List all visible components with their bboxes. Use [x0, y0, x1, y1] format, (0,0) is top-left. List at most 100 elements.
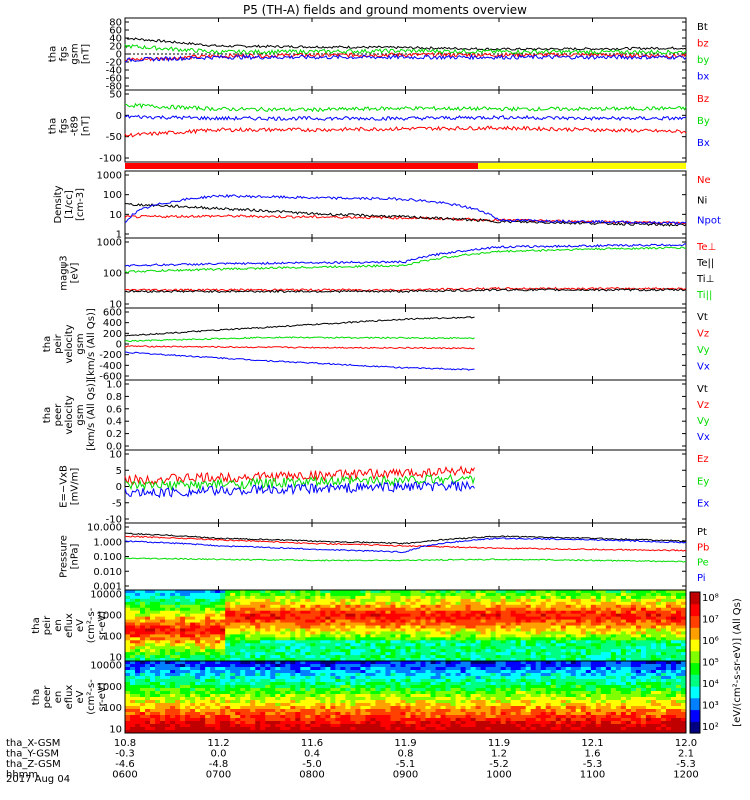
spectro-cell: [245, 685, 251, 689]
series-ez: [124, 465, 475, 486]
spectro-cell: [330, 730, 336, 734]
spectro-cell: [515, 694, 522, 698]
spectro-cell: [370, 727, 376, 731]
spectro-cell: [190, 646, 196, 650]
spectro-cell: [295, 661, 301, 665]
spectro-cell: [465, 590, 472, 594]
spectro-cell: [375, 652, 381, 656]
spectro-cell: [575, 590, 582, 594]
spectro-cell: [200, 622, 206, 626]
spectro-cell: [370, 703, 376, 707]
spectro-cell: [195, 643, 201, 647]
spectro-cell: [345, 625, 351, 629]
spectro-cell: [450, 649, 456, 653]
spectro-cell: [135, 655, 141, 659]
spectro-cell: [315, 676, 321, 680]
spectro-cell: [225, 670, 231, 674]
legend-vt: Vt: [697, 384, 708, 395]
spectro-cell: [510, 604, 517, 609]
spectro-cell: [215, 631, 221, 635]
spectro-cell: [670, 643, 677, 647]
spectro-cell: [140, 700, 146, 704]
series-pb: [124, 535, 687, 552]
spectro-cell: [370, 676, 376, 680]
spectro-cell: [465, 604, 472, 609]
spectro-cell: [465, 622, 472, 626]
spectro-cell: [380, 598, 386, 603]
spectro-cell: [645, 613, 652, 618]
spectro-cell: [295, 673, 301, 677]
spectro-cell: [170, 607, 176, 612]
spectro-cell: [340, 700, 346, 704]
spectro-cell: [380, 631, 386, 635]
spectro-cell: [470, 670, 477, 674]
spectro-cell: [190, 613, 196, 618]
spectro-cell: [390, 697, 396, 701]
spectro-cell: [285, 607, 291, 612]
spectro-cell: [505, 619, 512, 623]
spectro-cell: [460, 598, 467, 603]
spectro-cell: [155, 664, 161, 668]
spectro-cell: [295, 721, 301, 725]
legend-vz: Vz: [697, 400, 709, 411]
spectro-cell: [435, 706, 441, 710]
spectro-cell: [205, 652, 211, 656]
spectro-cell: [270, 703, 276, 707]
series-t3: [124, 246, 687, 274]
spectro-cell: [290, 655, 296, 659]
spectro-cell: [575, 607, 582, 612]
spectro-cell: [560, 622, 567, 626]
spectro-cell: [595, 646, 602, 650]
spectro-cell: [255, 673, 261, 677]
spectro-cell: [160, 610, 166, 615]
spectro-cell: [470, 655, 477, 659]
spectro-cell: [420, 613, 426, 618]
spectro-cell: [485, 730, 492, 734]
spectro-cell: [335, 652, 341, 656]
spectro-cell: [265, 637, 271, 641]
spectro-cell: [215, 682, 221, 686]
spectro-cell: [130, 718, 136, 722]
spectro-cell: [190, 697, 196, 701]
y-tick-label: 200: [103, 329, 122, 340]
spectro-cell: [280, 712, 286, 716]
spectro-cell: [365, 658, 371, 662]
spectro-cell: [160, 727, 166, 731]
spectro-cell: [195, 622, 201, 626]
spectro-cell: [205, 658, 211, 662]
spectro-cell: [225, 604, 231, 609]
spectro-cell: [195, 676, 201, 680]
spectro-cell: [375, 706, 381, 710]
spectro-cell: [460, 604, 467, 609]
spectro-cell: [205, 724, 211, 728]
spectro-cell: [275, 613, 281, 618]
spectro-cell: [505, 706, 512, 710]
spectro-cell: [360, 667, 366, 671]
spectro-cell: [645, 610, 652, 615]
legend-bx: Bx: [697, 138, 710, 149]
spectro-cell: [500, 622, 507, 626]
spectro-cell: [130, 640, 136, 644]
spectro-cell: [225, 727, 231, 731]
spectro-cell: [520, 607, 527, 612]
spectro-cell: [200, 658, 206, 662]
spectro-cell: [345, 697, 351, 701]
spectro-cell: [200, 592, 206, 597]
spectro-cell: [585, 592, 592, 597]
spectro-cell: [375, 724, 381, 728]
spectro-cell: [500, 590, 507, 594]
spectro-cell: [325, 694, 331, 698]
spectro-cell: [295, 613, 301, 618]
spectro-cell: [220, 694, 226, 698]
spectro-cell: [305, 667, 311, 671]
spectro-cell: [570, 628, 577, 632]
spectro-cell: [460, 595, 467, 600]
spectro-cell: [275, 622, 281, 626]
spectro-cell: [125, 655, 131, 659]
spectro-cell: [490, 715, 497, 719]
spectro-cell: [185, 694, 191, 698]
spectro-cell: [615, 658, 622, 662]
spectro-cell: [135, 691, 141, 695]
spectro-cell: [380, 700, 386, 704]
spectro-cell: [145, 622, 151, 626]
